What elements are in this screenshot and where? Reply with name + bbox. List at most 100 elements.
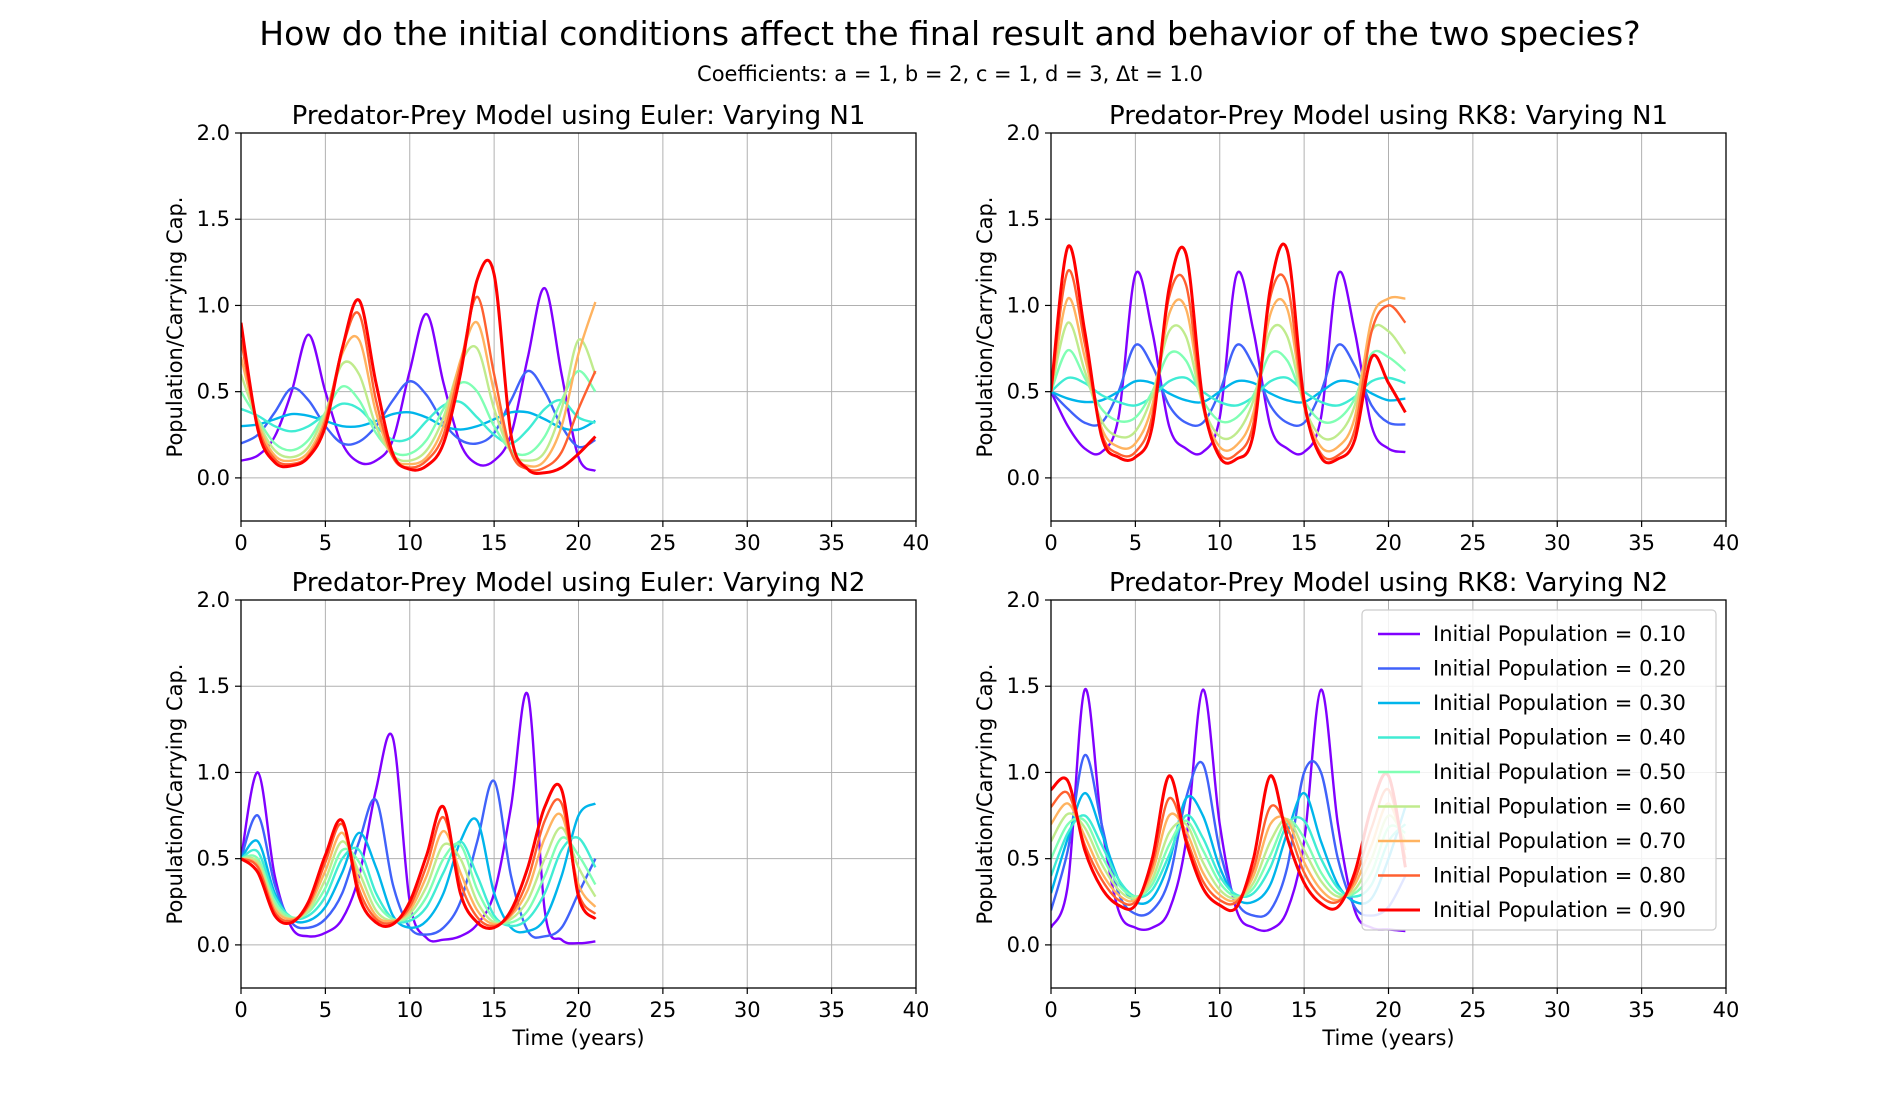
series-line-1	[241, 691, 596, 945]
series-line-5	[1051, 349, 1407, 425]
x-tick-label: 40	[1713, 531, 1740, 555]
y-tick-label: 0.5	[1007, 380, 1040, 404]
series-line-3	[241, 802, 597, 934]
series-group	[1051, 242, 1407, 465]
y-tick-label: 0.0	[197, 933, 230, 957]
y-tick-label: 0.0	[1007, 933, 1040, 957]
legend: Initial Population = 0.10 Initial Populat…	[1361, 609, 1717, 931]
x-tick-label: 5	[1129, 531, 1142, 555]
series-line-7	[1051, 295, 1406, 453]
series-line-5	[241, 369, 597, 457]
series-line-6	[1051, 321, 1407, 441]
y-tick-label: 1.0	[1007, 760, 1040, 784]
x-tick-label: 25	[1460, 531, 1487, 555]
x-tick-label: 35	[1628, 998, 1655, 1022]
x-tick-label: 35	[818, 998, 845, 1022]
x-tick-label: 20	[1375, 998, 1402, 1022]
series-line-9	[1051, 242, 1407, 465]
legend-label: Initial Population = 0.60	[1433, 795, 1686, 819]
x-tick-label: 25	[650, 531, 677, 555]
series-line-2	[241, 779, 597, 939]
series-group	[241, 258, 597, 475]
y-tick-label: 0.5	[1007, 847, 1040, 871]
series-line-3	[1051, 379, 1406, 404]
x-tick-label: 15	[1291, 998, 1318, 1022]
x-tick-label: 35	[1628, 531, 1655, 555]
series-line-9	[241, 258, 597, 475]
x-tick-label: 15	[481, 531, 508, 555]
panel-title: Predator-Prey Model using Euler: Varying…	[292, 568, 866, 598]
x-tick-label: 5	[1129, 998, 1142, 1022]
series-line-1	[241, 286, 597, 473]
series-line-2	[1051, 343, 1406, 427]
y-tick-label: 0.0	[1007, 466, 1040, 490]
x-tick-label: 30	[1544, 998, 1571, 1022]
x-tick-label: 10	[396, 531, 423, 555]
series-line-4	[241, 398, 596, 445]
x-tick-label: 5	[319, 998, 332, 1022]
series-line-7	[241, 301, 597, 468]
x-tick-label: 10	[1206, 998, 1233, 1022]
series-line-3	[241, 410, 596, 432]
x-tick-label: 40	[903, 998, 930, 1022]
legend-label: Initial Population = 0.20	[1433, 657, 1686, 681]
y-tick-label: 1.5	[197, 207, 230, 231]
figure-subtitle: Coefficients: a = 1, b = 2, c = 1, d = 3…	[697, 62, 1203, 86]
legend-label: Initial Population = 0.10	[1433, 622, 1686, 646]
x-tick-label: 20	[1375, 531, 1402, 555]
x-tick-label: 30	[734, 998, 761, 1022]
series-group	[241, 691, 597, 945]
y-tick-label: 0.5	[197, 847, 230, 871]
x-tick-label: 0	[234, 998, 247, 1022]
x-tick-label: 40	[903, 531, 930, 555]
legend-label: Initial Population = 0.70	[1433, 829, 1686, 853]
x-tick-label: 40	[1713, 998, 1740, 1022]
y-tick-label: 2.0	[1007, 588, 1040, 612]
x-tick-label: 0	[234, 531, 247, 555]
y-axis-label: Population/Carrying Cap.	[163, 197, 187, 458]
x-tick-label: 10	[1206, 531, 1233, 555]
x-axis-label: Time (years)	[511, 1026, 644, 1050]
legend-box	[1361, 609, 1717, 931]
y-tick-label: 1.0	[197, 293, 230, 317]
series-line-6	[241, 338, 597, 463]
x-tick-label: 30	[734, 531, 761, 555]
series-line-2	[241, 369, 596, 449]
y-tick-label: 1.0	[197, 760, 230, 784]
legend-label: Initial Population = 0.50	[1433, 760, 1686, 784]
series-group	[1051, 688, 1407, 933]
legend-label: Initial Population = 0.80	[1433, 864, 1686, 888]
y-tick-label: 1.5	[1007, 207, 1040, 231]
x-tick-label: 20	[565, 531, 592, 555]
y-axis-label: Population/Carrying Cap.	[973, 197, 997, 458]
panel-title: Predator-Prey Model using Euler: Varying…	[292, 101, 866, 131]
panel-title: Predator-Prey Model using RK8: Varying N…	[1109, 568, 1668, 598]
figure-title: How do the initial conditions affect the…	[259, 14, 1641, 53]
x-tick-label: 25	[1460, 998, 1487, 1022]
y-tick-label: 2.0	[1007, 121, 1040, 145]
y-tick-label: 2.0	[197, 588, 230, 612]
x-tick-label: 20	[565, 998, 592, 1022]
panel-2: 0 5 10 15 20 25 30 35 40 0.0 0.5 1.0 1.5 2.0 Predator-…	[973, 101, 1739, 555]
x-tick-label: 5	[319, 531, 332, 555]
panel-title: Predator-Prey Model using RK8: Varying N…	[1109, 101, 1668, 131]
panel-3: 0 5 10 15 20 25 30 35 40 0.0 0.5 1.0 1.5 2.0 Predator-…	[163, 568, 929, 1050]
x-tick-label: 35	[818, 531, 845, 555]
y-axis-label: Population/Carrying Cap.	[163, 664, 187, 925]
x-axis-label: Time (years)	[1321, 1026, 1454, 1050]
series-line-4	[241, 836, 597, 928]
legend-label: Initial Population = 0.90	[1433, 898, 1686, 922]
y-tick-label: 0.0	[197, 466, 230, 490]
x-tick-label: 15	[481, 998, 508, 1022]
y-axis-label: Population/Carrying Cap.	[973, 664, 997, 925]
y-tick-label: 1.5	[197, 674, 230, 698]
series-line-4	[1051, 376, 1406, 407]
series-line-1	[1051, 270, 1406, 456]
y-tick-label: 1.0	[1007, 293, 1040, 317]
y-tick-label: 1.5	[1007, 674, 1040, 698]
panel-1: 0 5 10 15 20 25 30 35 40 0.0 0.5 1.0 1.5 2.0 Predator-…	[163, 101, 929, 555]
x-tick-label: 0	[1044, 998, 1057, 1022]
legend-label: Initial Population = 0.30	[1433, 691, 1686, 715]
y-tick-label: 2.0	[197, 121, 230, 145]
